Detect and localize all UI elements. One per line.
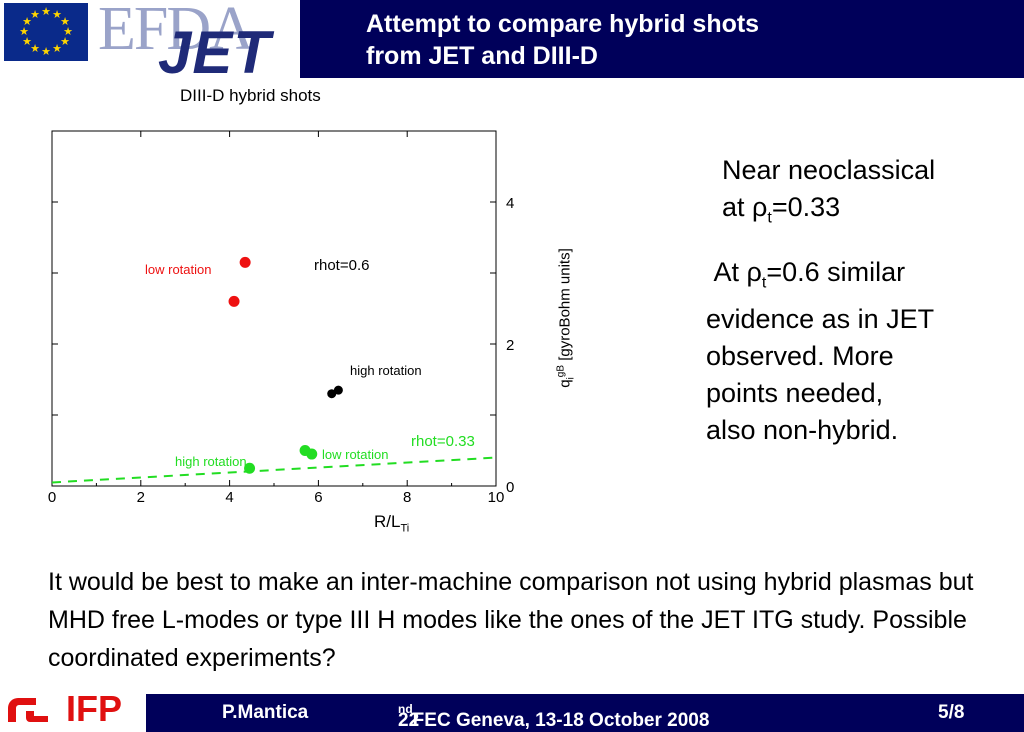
efda-jet-logo: ★ ★ ★ ★ ★ ★ ★ ★ ★ ★ ★ ★ EFDA JET <box>0 0 300 86</box>
annotation-low-rotation-green: low rotation <box>322 447 388 462</box>
rhot-033-dashed-line <box>51 456 497 484</box>
x-tick-label: 10 <box>488 489 505 506</box>
y-tick-label: 0 <box>506 479 514 496</box>
rho-symbol: ρ <box>752 192 768 222</box>
footer-author: P.Mantica <box>222 702 309 723</box>
rho-subscript-2: t <box>761 274 767 292</box>
y-tick-label: 2 <box>506 337 514 354</box>
ifp-mark-icon <box>8 698 48 722</box>
x-axis-label-main: R/L <box>374 512 401 531</box>
annotation-rhot-06: rhot=0.6 <box>314 257 369 274</box>
annotation-rhot-033: rhot=0.33 <box>411 433 475 450</box>
svg-text:★: ★ <box>63 25 73 38</box>
x-tick-label: 0 <box>48 489 56 506</box>
data-point <box>306 448 318 460</box>
svg-text:★: ★ <box>41 5 51 18</box>
slide-title-line1: Attempt to compare hybrid shots <box>366 10 760 38</box>
efda-logo-text: EFDA <box>98 0 254 63</box>
slide-title: Attempt to compare hybrid shots from JET… <box>366 8 759 72</box>
footer-conf-rest: FEC Geneva, 13-18 October 2008 <box>412 710 710 731</box>
y-axis-label-sub: i <box>565 377 577 380</box>
side-note2-line3: observed. More <box>706 341 894 372</box>
side-note2-value: =0.6 similar <box>766 257 906 287</box>
side-note-neoclassical: Near neoclassical at ρt=0.33 <box>722 152 935 236</box>
x-tick-label: 2 <box>137 489 145 506</box>
svg-text:★: ★ <box>60 35 70 48</box>
side-note2-line1: At ρt=0.6 similar <box>706 254 934 301</box>
chart-title: DIII-D hybrid shots <box>180 86 321 105</box>
footer-page-number: 5/8 <box>938 702 965 723</box>
x-axis-label: R/LTi <box>374 512 409 534</box>
ifp-logo-text: IFP <box>66 688 123 729</box>
data-point <box>228 295 240 307</box>
data-point <box>244 462 256 474</box>
side-note-value: =0.33 <box>771 192 841 222</box>
data-point <box>327 389 337 399</box>
x-tick-label: 4 <box>225 489 233 506</box>
side-note2-line5: also non-hybrid. <box>706 415 899 446</box>
annotation-low-rotation-red: low rotation <box>145 262 211 277</box>
annotation-high-rotation-green: high rotation <box>175 454 247 469</box>
eu-flag-icon: ★ ★ ★ ★ ★ ★ ★ ★ ★ ★ ★ ★ <box>4 3 88 61</box>
svg-text:★: ★ <box>22 35 32 48</box>
slide-title-line2: from JET and DIII-D <box>366 42 598 70</box>
x-tick-label: 6 <box>314 489 322 506</box>
svg-text:★: ★ <box>60 15 70 28</box>
side-note2-line2: evidence as in JET <box>706 304 935 335</box>
rho-subscript: t <box>767 209 772 227</box>
jet-logo-text: JET <box>158 19 272 86</box>
x-tick-label: 8 <box>403 489 411 506</box>
svg-text:★: ★ <box>19 25 29 38</box>
svg-text:★: ★ <box>52 8 62 21</box>
side-note-line2: at ρt=0.33 <box>722 189 935 236</box>
annotation-high-rotation-black: high rotation <box>350 363 422 378</box>
footer-conf-sup: nd <box>398 702 413 716</box>
y-axis-label-sup: gB <box>555 364 567 378</box>
y-axis-label: qigB [gyroBohm units] <box>556 248 577 388</box>
svg-text:★: ★ <box>52 42 62 55</box>
side-note-prefix: at <box>722 192 753 222</box>
side-note2-line4: points needed, <box>706 378 884 409</box>
y-axis-label-main: q <box>556 379 574 388</box>
rho-symbol-2: ρ <box>746 257 762 287</box>
svg-text:★: ★ <box>30 42 40 55</box>
ifp-logo: IFP <box>0 688 135 732</box>
x-axis-label-sub: Ti <box>400 522 410 535</box>
side-note-line1: Near neoclassical <box>722 155 936 185</box>
footer-conf-number: 22 <box>398 710 420 731</box>
data-point <box>239 256 251 268</box>
side-note2-prefix: At <box>713 257 747 287</box>
svg-text:★: ★ <box>41 45 51 58</box>
conclusion-paragraph: It would be best to make an inter-machin… <box>48 568 974 672</box>
data-point <box>333 385 343 395</box>
y-tick-label: 4 <box>506 195 514 212</box>
svg-text:★: ★ <box>22 15 32 28</box>
slide-header: ★ ★ ★ ★ ★ ★ ★ ★ ★ ★ ★ ★ EFDA JET Attempt to comp… <box>0 0 1024 86</box>
side-note-similar-evidence: At ρt=0.6 similar evidence as in JET obs… <box>706 254 934 449</box>
y-axis-label-units: [gyroBohm units] <box>556 248 574 365</box>
svg-text:★: ★ <box>30 8 40 21</box>
